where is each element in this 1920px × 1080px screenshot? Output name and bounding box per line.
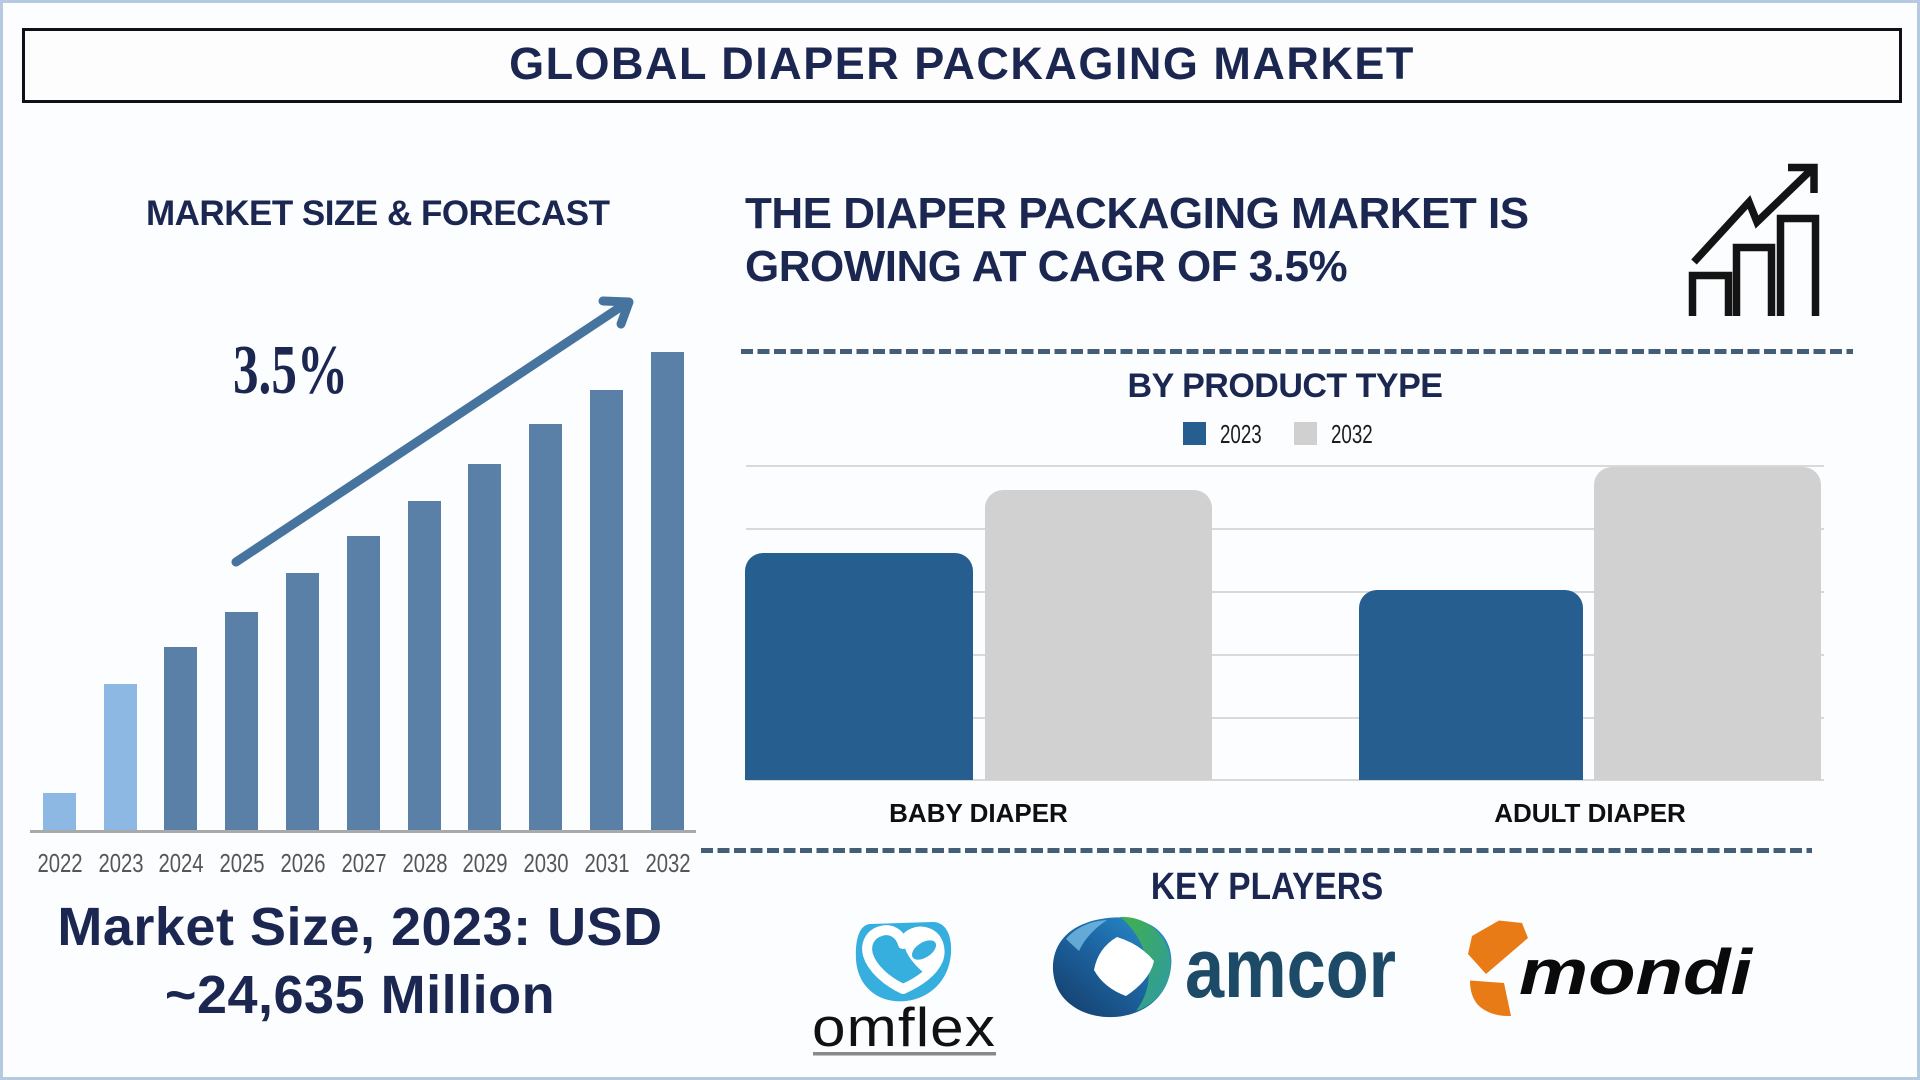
svg-text:mondi: mondi bbox=[1519, 936, 1753, 1008]
svg-text:amcor: amcor bbox=[1185, 921, 1396, 1015]
svg-text:omflex: omflex bbox=[812, 996, 996, 1058]
